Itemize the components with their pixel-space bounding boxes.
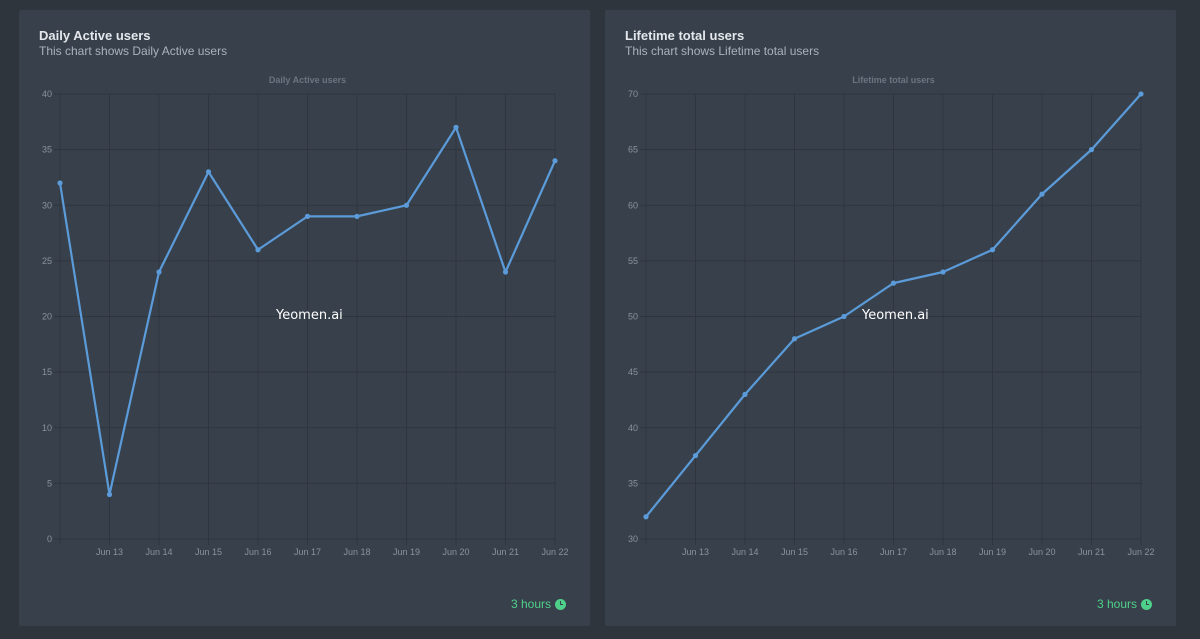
data-point: [57, 180, 63, 186]
watermark: Yeomen.ai: [862, 308, 929, 323]
x-tick-label: Jun 13: [96, 547, 123, 557]
card-title: Lifetime total users: [625, 28, 745, 43]
data-point: [989, 247, 996, 253]
lifetime-total-users-card: Lifetime total users This chart shows Li…: [605, 10, 1176, 626]
last-updated: 3 hours: [1097, 597, 1152, 611]
y-tick-label: 0: [47, 534, 52, 544]
last-updated: 3 hours: [511, 597, 566, 611]
y-tick-label: 15: [42, 367, 52, 377]
x-tick-label: Jun 15: [195, 547, 222, 557]
y-tick-label: 20: [42, 312, 52, 322]
x-tick-label: Jun 21: [492, 547, 519, 557]
y-tick-label: 35: [628, 478, 638, 488]
x-tick-label: Jun 17: [294, 547, 321, 557]
data-point: [841, 313, 847, 320]
card-title: Daily Active users: [39, 28, 151, 43]
x-tick-label: Jun 21: [1078, 547, 1105, 557]
data-point: [354, 213, 360, 219]
data-point: [502, 269, 509, 275]
y-tick-label: 25: [42, 256, 52, 266]
data-point: [156, 269, 162, 275]
x-tick-label: Jun 14: [731, 547, 758, 557]
x-tick-label: Jun 20: [1028, 547, 1055, 557]
data-point: [692, 452, 699, 459]
data-point: [106, 491, 113, 498]
x-tick-label: Jun 19: [393, 547, 420, 557]
last-updated-text: 3 hours: [1096, 597, 1137, 611]
x-tick-label: Jun 18: [343, 547, 370, 557]
x-tick-label: Jun 18: [929, 547, 956, 557]
clock-icon: [1141, 598, 1152, 610]
data-point: [1088, 147, 1095, 153]
x-tick-label: Jun 16: [830, 547, 857, 557]
x-tick-label: Jun 13: [682, 547, 709, 557]
data-point: [453, 124, 459, 130]
chart-title: Daily Active users: [269, 75, 346, 85]
card-subtitle: This chart shows Daily Active users: [39, 44, 228, 58]
x-tick-label: Jun 20: [442, 547, 469, 557]
y-tick-label: 35: [42, 145, 52, 155]
data-point: [552, 158, 558, 164]
y-tick-label: 10: [42, 423, 52, 433]
data-point: [791, 336, 798, 342]
card-subtitle: This chart shows Lifetime total users: [625, 44, 820, 58]
data-point: [890, 280, 897, 286]
x-tick-label: Jun 17: [880, 547, 907, 557]
y-tick-label: 60: [628, 200, 638, 210]
data-point: [643, 514, 649, 520]
watermark: Yeomen.ai: [276, 308, 343, 323]
clock-icon: [555, 598, 566, 610]
y-tick-label: 70: [628, 89, 638, 99]
y-tick-label: 45: [628, 367, 638, 377]
chart-title: Lifetime total users: [852, 75, 935, 85]
x-tick-label: Jun 15: [781, 547, 808, 557]
data-point: [742, 391, 748, 397]
y-tick-label: 40: [628, 423, 638, 433]
daily-active-users-card: Daily Active users This chart shows Dail…: [19, 10, 590, 626]
data-point: [940, 269, 946, 275]
y-tick-label: 40: [42, 89, 52, 99]
lifetime-total-users-chart: Lifetime total users 30 35 40 45 50 55 60 65 70 Ju…: [628, 75, 1155, 557]
last-updated-text: 3 hours: [510, 597, 551, 611]
x-tick-label: Jun 22: [1127, 547, 1154, 557]
data-point: [1039, 191, 1045, 197]
x-tick-label: Jun 14: [145, 547, 172, 557]
x-tick-label: Jun 16: [244, 547, 271, 557]
y-tick-label: 30: [42, 200, 52, 210]
data-point: [205, 169, 212, 175]
y-tick-label: 50: [628, 312, 638, 322]
y-tick-label: 5: [47, 478, 52, 488]
data-point: [403, 202, 410, 208]
daily-active-users-chart: Daily Active users 0 5 10 15 20 25 30 35 40 Jun 13…: [42, 75, 569, 557]
x-tick-label: Jun 19: [979, 547, 1006, 557]
data-point: [1138, 91, 1144, 97]
data-point: [255, 247, 261, 253]
data-point: [304, 213, 311, 219]
y-tick-label: 30: [628, 534, 638, 544]
y-tick-label: 55: [628, 256, 638, 266]
x-tick-label: Jun 22: [541, 547, 568, 557]
y-tick-label: 65: [628, 145, 638, 155]
